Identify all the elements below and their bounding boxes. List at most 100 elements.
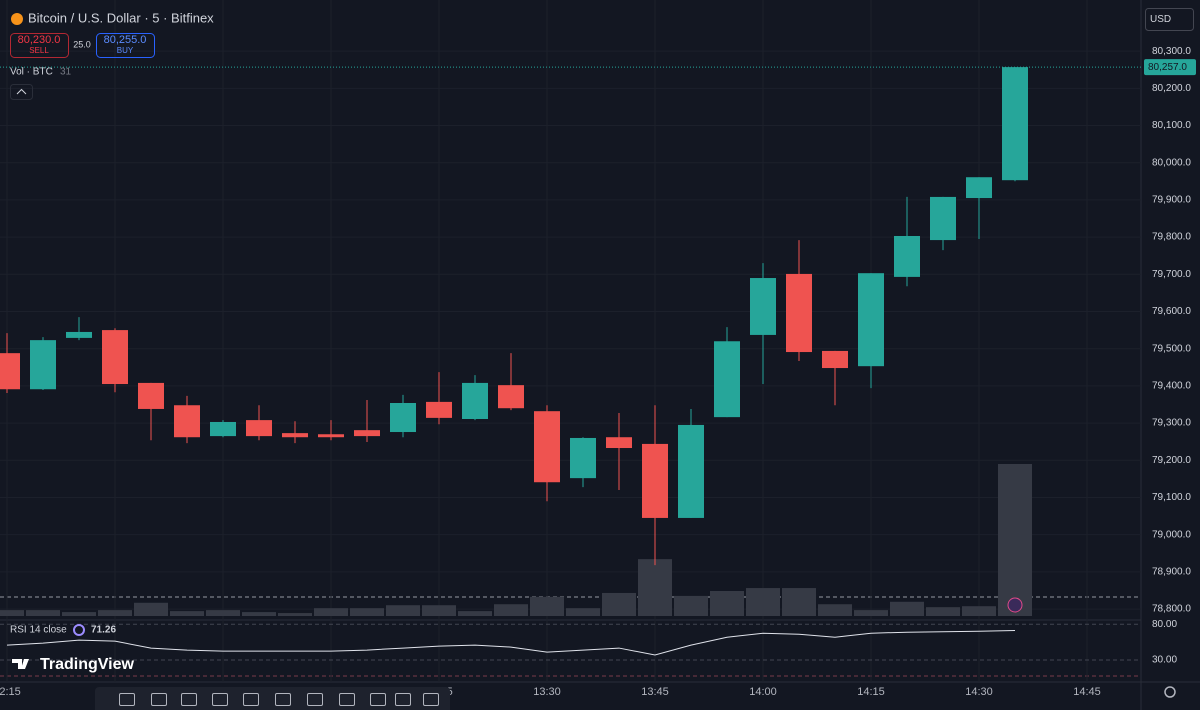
tool[interactable] xyxy=(181,693,197,706)
candle-body xyxy=(30,340,56,390)
volume-bar xyxy=(890,601,924,616)
volume-bar xyxy=(602,592,636,616)
collapse-button[interactable] xyxy=(10,84,33,100)
candle-body xyxy=(498,385,524,409)
x-tick-label: 14:00 xyxy=(749,686,777,698)
y-tick-label: 80,000.0 xyxy=(1152,157,1191,168)
candle-body xyxy=(462,382,488,419)
rsi-tick-label: 80.00 xyxy=(1152,619,1177,630)
volume-bar xyxy=(530,596,564,616)
symbol-title: Bitcoin / U.S. Dollar · 5 · Bitfinex xyxy=(28,10,214,25)
volume-bar xyxy=(998,464,1032,616)
volume-bar xyxy=(710,590,744,616)
buy-price: 80,255.0 xyxy=(104,34,147,46)
volume-bar xyxy=(674,595,708,616)
volume-bar xyxy=(314,608,348,616)
volume-bar xyxy=(206,610,240,616)
tool[interactable] xyxy=(243,693,259,706)
currency-button[interactable] xyxy=(1145,8,1194,31)
candle-body xyxy=(570,437,596,479)
candle-body xyxy=(210,421,236,437)
y-tick-label: 78,900.0 xyxy=(1152,567,1191,578)
currency: USD xyxy=(1150,14,1171,25)
tool[interactable] xyxy=(339,693,355,706)
rsi-name: RSI 14 close xyxy=(10,625,67,636)
last-price-label: 80,257.0 xyxy=(1148,62,1187,73)
candle-body xyxy=(894,235,920,277)
volume-bar xyxy=(566,608,600,616)
logo: TradingView xyxy=(40,656,135,673)
tool[interactable] xyxy=(307,693,323,706)
candle-body xyxy=(390,403,416,433)
candle-body xyxy=(282,433,308,438)
volume-bar xyxy=(98,610,132,616)
last-price-badge xyxy=(1144,59,1196,76)
collapse-icon xyxy=(16,88,27,95)
y-tick-label: 79,000.0 xyxy=(1152,529,1191,540)
x-tick-label: 14:30 xyxy=(965,686,993,698)
volume-bar xyxy=(170,611,204,616)
volume-last: 31 xyxy=(60,67,72,78)
y-tick-label: 79,300.0 xyxy=(1152,418,1191,429)
y-tick-label: 80,100.0 xyxy=(1152,120,1191,131)
y-tick-label: 79,500.0 xyxy=(1152,343,1191,354)
y-tick-label: 80,200.0 xyxy=(1152,83,1191,94)
x-tick-label: 13:30 xyxy=(533,686,561,698)
volume-bar xyxy=(818,604,852,616)
candle-body xyxy=(822,350,848,369)
candle-body xyxy=(66,331,92,338)
volume-bar xyxy=(386,605,420,616)
candle-body xyxy=(750,278,776,335)
volume-bar xyxy=(278,613,312,616)
volume-bar xyxy=(26,610,60,616)
candle-body xyxy=(426,401,452,418)
candle-body xyxy=(930,196,956,241)
volume-bar xyxy=(638,559,672,616)
volume-bar xyxy=(746,588,780,616)
candle-body xyxy=(246,420,272,437)
event-icon[interactable] xyxy=(1007,597,1023,613)
volume-bar xyxy=(458,611,492,616)
sell-button[interactable] xyxy=(10,33,69,58)
tool[interactable] xyxy=(212,693,228,706)
candle-body xyxy=(1002,67,1028,181)
sell-price: 80,230.0 xyxy=(18,34,61,46)
logo-mark xyxy=(12,659,29,669)
y-tick-label: 79,900.0 xyxy=(1152,195,1191,206)
candle-body xyxy=(138,382,164,409)
x-tick-label: 13:45 xyxy=(641,686,669,698)
tool[interactable] xyxy=(370,693,386,706)
tool[interactable] xyxy=(423,693,439,706)
y-tick-label: 79,800.0 xyxy=(1152,232,1191,243)
tool[interactable] xyxy=(151,693,167,706)
buy-button[interactable] xyxy=(96,33,155,58)
volume-bar xyxy=(494,604,528,616)
sell-label: SELL xyxy=(29,46,49,55)
x-tick-label: 14:15 xyxy=(857,686,885,698)
volume-bar xyxy=(0,610,24,616)
volume-bar xyxy=(350,608,384,616)
y-tick-label: 80,300.0 xyxy=(1152,46,1191,57)
candle-body xyxy=(318,434,344,438)
candle-body xyxy=(606,437,632,449)
volume-bar xyxy=(242,612,276,616)
rsi-last: 71.26 xyxy=(91,625,116,636)
candle-body xyxy=(966,177,992,199)
coin-icon xyxy=(11,13,23,25)
settings-icon[interactable] xyxy=(1164,686,1176,698)
tool[interactable] xyxy=(275,693,291,706)
volume-bar xyxy=(854,610,888,616)
candle-body xyxy=(354,430,380,437)
y-tick-label: 79,700.0 xyxy=(1152,269,1191,280)
candle-body xyxy=(858,273,884,367)
volume-name: Vol · BTC xyxy=(10,67,53,78)
tool[interactable] xyxy=(119,693,135,706)
candle-body xyxy=(174,405,200,438)
rsi-tick-label: 30.00 xyxy=(1152,655,1177,666)
tool[interactable] xyxy=(395,693,411,706)
volume-bar xyxy=(422,605,456,616)
candle-body xyxy=(102,330,128,385)
y-tick-label: 79,100.0 xyxy=(1152,492,1191,503)
